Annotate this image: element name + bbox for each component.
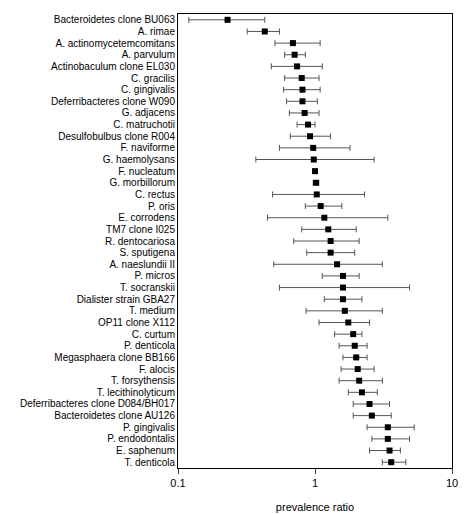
svg-text:T. denticola: T. denticola [124,457,175,468]
svg-text:Bacteroidetes clone BU063: Bacteroidetes clone BU063 [54,14,176,25]
svg-text:TM7 clone I025: TM7 clone I025 [106,224,175,235]
svg-text:C. rectus: C. rectus [135,189,175,200]
svg-text:Desulfobulbus clone R004: Desulfobulbus clone R004 [58,131,175,142]
svg-text:C. gingivalis: C. gingivalis [121,84,175,95]
svg-text:prevalence ratio: prevalence ratio [276,501,354,513]
svg-text:T. lecithinolyticum: T. lecithinolyticum [97,387,175,398]
svg-text:Megasphaera clone BB166: Megasphaera clone BB166 [54,352,175,363]
svg-text:E. saphenum: E. saphenum [116,445,175,456]
svg-text:A. actinomycetemcomitans: A. actinomycetemcomitans [56,38,176,49]
svg-text:Deferribacteres clone W090: Deferribacteres clone W090 [51,96,175,107]
svg-text:G. haemolysans: G. haemolysans [103,154,175,165]
svg-text:P. endodontalis: P. endodontalis [107,433,175,444]
svg-text:T. socranskii: T. socranskii [120,282,175,293]
svg-text:T. forsythensis: T. forsythensis [111,375,175,386]
svg-text:C. matruchotii: C. matruchotii [113,119,175,130]
svg-text:G. morbillorum: G. morbillorum [109,177,175,188]
svg-text:C. gracilis: C. gracilis [131,73,175,84]
svg-text:E. corrodens: E. corrodens [118,212,175,223]
svg-text:10: 10 [446,477,458,489]
svg-text:A. parvulum: A. parvulum [122,49,175,60]
svg-text:A. rimae: A. rimae [138,26,176,37]
svg-text:A. naeslundii II: A. naeslundii II [109,259,175,270]
svg-text:P. oris: P. oris [148,201,175,212]
svg-text:P. gingivalis: P. gingivalis [123,422,175,433]
svg-text:S. sputigena: S. sputigena [119,247,175,258]
svg-text:OP11 clone X112: OP11 clone X112 [98,317,175,328]
svg-text:C. curtum: C. curtum [132,329,175,340]
svg-text:P. micros: P. micros [135,270,175,281]
svg-text:R. dentocariosa: R. dentocariosa [105,236,175,247]
svg-text:T. medium: T. medium [129,305,175,316]
svg-text:Bacteroidetes clone AU126: Bacteroidetes clone AU126 [54,410,175,421]
svg-text:G. adjacens: G. adjacens [122,107,175,118]
svg-text:P. denticola: P. denticola [124,340,175,351]
svg-text:0.1: 0.1 [170,477,185,489]
svg-text:Actinobaculum clone EL030: Actinobaculum clone EL030 [51,61,175,72]
svg-text:F. nucleatum: F. nucleatum [118,166,175,177]
svg-text:F. naviforme: F. naviforme [121,142,176,153]
svg-text:1: 1 [312,477,318,489]
svg-text:F. alocis: F. alocis [139,364,175,375]
svg-text:Deferribacteres clone D084/BH0: Deferribacteres clone D084/BH017 [20,398,176,409]
svg-text:Dialister strain GBA27: Dialister strain GBA27 [77,294,176,305]
